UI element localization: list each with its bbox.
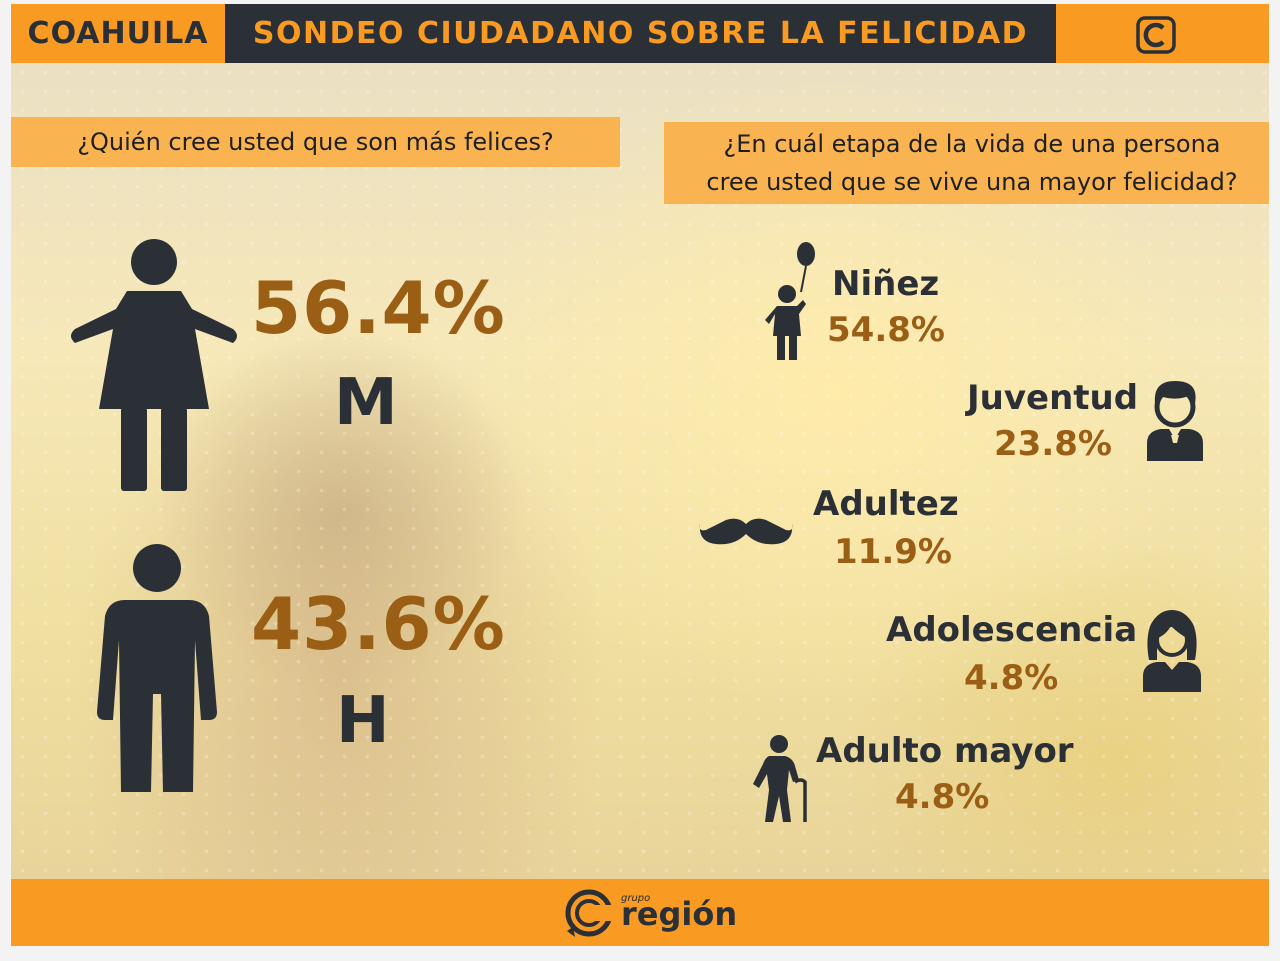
gender-question-text: ¿Quién cree usted que son más felices? (77, 128, 554, 156)
stage-label-ninez: Niñez (832, 264, 940, 304)
young-man-icon (1147, 381, 1203, 461)
region-label: COAHUILA (27, 16, 209, 51)
c-logo-icon (1136, 16, 1176, 54)
brand-name: región (621, 895, 738, 933)
stage-value-adolescencia: 4.8% (964, 658, 1059, 698)
men-letter: H (336, 684, 390, 758)
men-percent: 43.6% (251, 582, 506, 666)
page-title: SONDEO CIUDADANO SOBRE LA FELICIDAD (252, 16, 1029, 51)
title-bar: SONDEO CIUDADANO SOBRE LA FELICIDAD (225, 4, 1056, 63)
stage-question-banner: ¿En cuál etapa de la vida de una persona… (664, 122, 1269, 204)
stage-label-adulto-mayor: Adulto mayor (816, 731, 1074, 771)
stage-value-adulto-mayor: 4.8% (895, 777, 990, 817)
stage-value-ninez: 54.8% (827, 310, 945, 350)
women-letter: M (334, 366, 398, 440)
stage-question-line1: ¿En cuál etapa de la vida de una persona (723, 130, 1221, 158)
grupo-region-logo-icon (565, 889, 619, 937)
brand-prefix: grupo (621, 893, 651, 904)
infographic: COAHUILA SONDEO CIUDADANO SOBRE LA FELIC… (11, 4, 1269, 946)
stage-question-line2: cree usted que se vive una mayor felicid… (706, 168, 1238, 196)
region-tab: COAHUILA (11, 4, 225, 63)
elderly-cane-icon (753, 735, 807, 822)
women-percent: 56.4% (251, 266, 506, 350)
stage-label-juventud: Juventud (967, 378, 1139, 418)
teen-girl-icon (1143, 610, 1201, 692)
footer-bar: grupo región (11, 879, 1269, 946)
man-icon (97, 544, 217, 792)
stage-label-adolescencia: Adolescencia (886, 610, 1138, 650)
mustache-icon (699, 518, 793, 545)
woman-icon (71, 239, 237, 491)
stage-value-juventud: 23.8% (994, 424, 1112, 464)
stage-label-adultez: Adultez (813, 484, 959, 524)
stage-value-adultez: 11.9% (834, 532, 952, 572)
child-balloon-icon (765, 242, 815, 360)
gender-question-banner: ¿Quién cree usted que son más felices? (11, 117, 620, 167)
